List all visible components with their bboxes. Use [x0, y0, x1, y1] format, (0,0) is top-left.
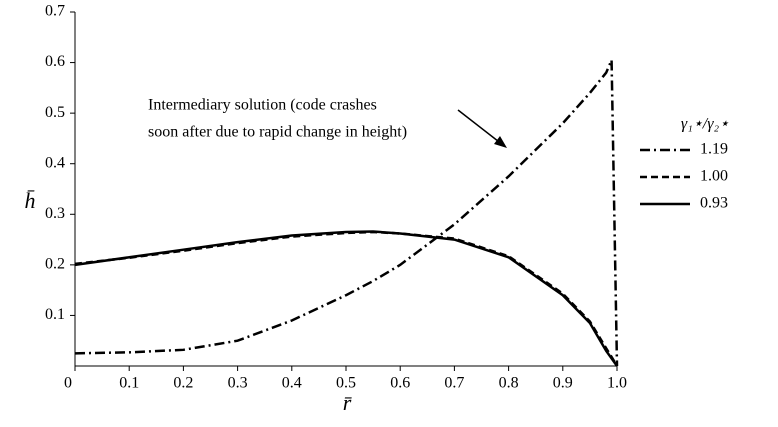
legend-label: 1.19 [700, 141, 728, 158]
x-tick-label: 0.7 [444, 375, 464, 392]
series-line [74, 230, 619, 367]
y-tick-label: 0.1 [45, 306, 65, 323]
y-tick-label: 0.5 [45, 104, 65, 121]
x-tick-label: 0.6 [390, 375, 410, 392]
series-line [74, 230, 619, 367]
x-tick-label: 0.9 [553, 375, 573, 392]
x-tick-label: 0 [64, 375, 72, 392]
legend-label: 1.00 [700, 168, 728, 185]
annotation-arrow [457, 109, 504, 146]
arrow-head [494, 136, 507, 148]
annotation: soon after due to rapid change in height… [148, 124, 407, 141]
x-tick-label: 0.1 [119, 375, 139, 392]
y-tick-label: 0.3 [45, 205, 65, 222]
y-tick-label: 0.4 [45, 154, 65, 171]
legend-label: 0.93 [700, 195, 728, 212]
x-tick-label: 0.8 [499, 375, 519, 392]
x-axis-label: r̄ [343, 390, 353, 415]
legend-title: γ₁⋆/γ₂⋆ [681, 116, 729, 133]
x-tick-label: 0.3 [228, 375, 248, 392]
x-tick-label: 0.5 [336, 375, 356, 392]
y-tick-label: 0.7 [45, 3, 65, 20]
annotation: Intermediary solution (code crashes [148, 97, 377, 114]
y-tick-label: 0.6 [45, 53, 65, 70]
x-tick-label: 1.0 [607, 375, 627, 392]
series-line [74, 59, 619, 367]
y-tick-label: 0.2 [45, 256, 65, 273]
x-tick-label: 0.2 [173, 375, 193, 392]
x-tick-label: 0.4 [282, 375, 302, 392]
y-axis-label: h̄ [25, 188, 36, 213]
